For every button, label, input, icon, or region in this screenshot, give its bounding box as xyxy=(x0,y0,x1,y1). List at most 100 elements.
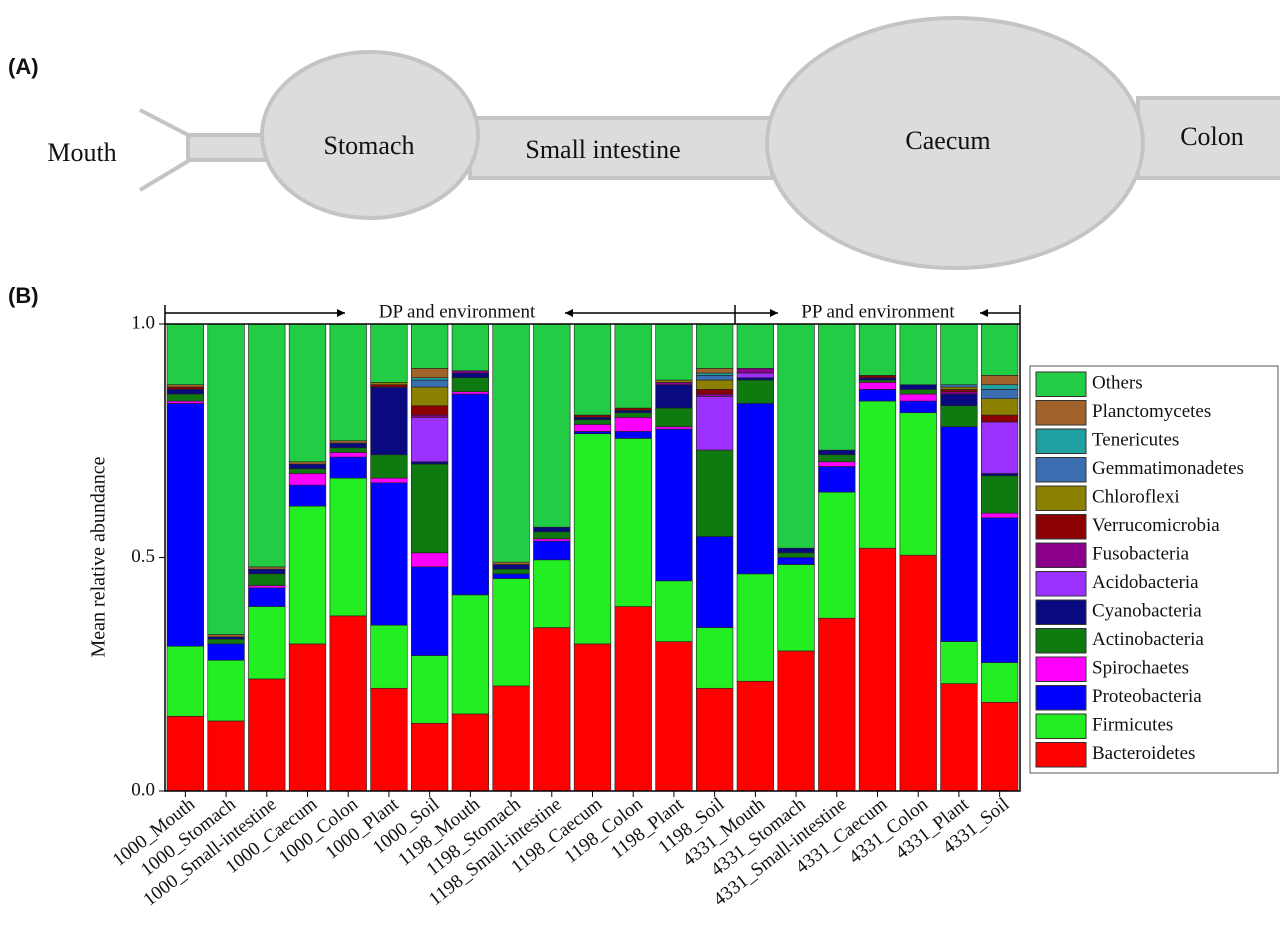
bar-segment xyxy=(655,323,693,381)
mouth-line xyxy=(139,108,191,138)
panel-label: (A) xyxy=(8,54,39,79)
bar-segment xyxy=(492,561,530,565)
bar-segment xyxy=(614,323,652,409)
legend-swatch xyxy=(1035,599,1087,625)
legend-label: Acidobacteria xyxy=(1092,572,1199,593)
legend-label: Cyanobacteria xyxy=(1092,601,1202,622)
bar-segment xyxy=(533,538,571,542)
bar-segment xyxy=(899,412,937,556)
bar-segment xyxy=(329,323,367,442)
legend-label: Firmicutes xyxy=(1092,715,1173,736)
bar-segment xyxy=(696,396,734,451)
bar-segment xyxy=(370,687,408,792)
bar-segment xyxy=(858,379,897,383)
organ-label: Small intestine xyxy=(525,135,680,164)
bar-segment xyxy=(533,627,571,792)
bar-segment xyxy=(166,389,204,395)
bar-segment xyxy=(696,379,734,390)
bar-segment xyxy=(696,375,734,381)
bar-segment xyxy=(940,426,978,642)
bar-segment xyxy=(492,323,530,563)
bar-segment xyxy=(451,594,489,715)
bar-segment xyxy=(696,627,734,689)
bar-segment xyxy=(696,368,734,374)
bar-segment xyxy=(981,398,1019,416)
bar-segment xyxy=(696,323,734,369)
legend-label: Chloroflexi xyxy=(1092,487,1180,508)
y-tick-label: 0.0 xyxy=(131,779,155,800)
bar-segment xyxy=(858,400,897,549)
bar-segment xyxy=(899,554,937,792)
bar-segment xyxy=(370,477,408,484)
bar-segment xyxy=(492,578,530,687)
bar-segment xyxy=(899,323,937,386)
bar-segment xyxy=(818,466,856,493)
bar-segment xyxy=(614,412,652,418)
organ-label: Colon xyxy=(1180,122,1244,151)
legend-label: Planctomycetes xyxy=(1092,401,1211,422)
bar-segment xyxy=(818,491,856,619)
bar-segment xyxy=(981,517,1019,663)
legend-swatch xyxy=(1035,628,1087,654)
bar-segment xyxy=(940,386,978,390)
bar-segment xyxy=(858,389,897,402)
bar-segment xyxy=(288,461,327,465)
legend-swatch xyxy=(1035,571,1087,597)
bar-segment xyxy=(166,384,204,388)
bar-segment xyxy=(655,379,693,383)
bar-segment xyxy=(655,407,693,428)
panel-label: (B) xyxy=(8,283,39,308)
bar-segment xyxy=(655,384,693,409)
bar-segment xyxy=(207,659,245,722)
bar-segment xyxy=(533,526,571,533)
bar-segment xyxy=(614,410,652,414)
legend-swatch xyxy=(1035,685,1087,711)
bar-segment xyxy=(777,552,815,558)
bar-segment xyxy=(166,715,204,792)
bar-segment xyxy=(288,323,327,463)
legend-label: Proteobacteria xyxy=(1092,686,1202,707)
bar-segment xyxy=(777,557,815,565)
bar-segment xyxy=(288,473,327,486)
bar-segment xyxy=(858,547,897,792)
bar-segment xyxy=(940,405,978,428)
bar-segment xyxy=(899,384,937,390)
bar-segment xyxy=(533,323,571,528)
bar-segment xyxy=(818,449,856,456)
gut-diagram: Mouth Stomach Small intestine Caecum Col… xyxy=(47,16,1280,270)
bar-segment xyxy=(411,655,449,724)
legend-label: Fusobacteria xyxy=(1092,544,1190,565)
bar-segment xyxy=(288,463,327,470)
bar-segment xyxy=(573,323,612,416)
bar-segment xyxy=(736,680,774,792)
bar-segment xyxy=(696,687,734,792)
bar-segment xyxy=(166,393,204,402)
bar-segment xyxy=(981,512,1019,519)
bar-segment xyxy=(940,391,978,395)
bar-segment xyxy=(614,438,652,607)
bar-segment xyxy=(288,484,327,507)
bar-segment xyxy=(492,573,530,579)
bar-segment xyxy=(451,323,489,372)
bar-segment xyxy=(981,473,1019,477)
bar-segment xyxy=(370,482,408,626)
legend-label: Spirochaetes xyxy=(1092,658,1189,679)
bar-segment xyxy=(573,431,612,435)
bar-segment xyxy=(411,405,449,416)
bar-segment xyxy=(981,701,1019,792)
bar-segment xyxy=(411,552,449,568)
y-tick-label: 0.5 xyxy=(131,546,155,567)
bar-segment xyxy=(736,379,774,404)
y-tick-label: 1.0 xyxy=(131,312,155,333)
bar-segment xyxy=(736,323,774,369)
bar-segment xyxy=(370,323,408,383)
bar-segment xyxy=(818,461,856,467)
stomach-shape xyxy=(260,50,480,220)
plot: 1000_Mouth1000_Stomach1000_Small-intesti… xyxy=(109,301,1279,910)
bar-segment xyxy=(655,641,693,792)
bar-segment xyxy=(207,638,245,645)
legend-label: Verrucomicrobia xyxy=(1092,515,1220,536)
bar-segment xyxy=(940,389,978,393)
bar-segment xyxy=(981,414,1019,423)
